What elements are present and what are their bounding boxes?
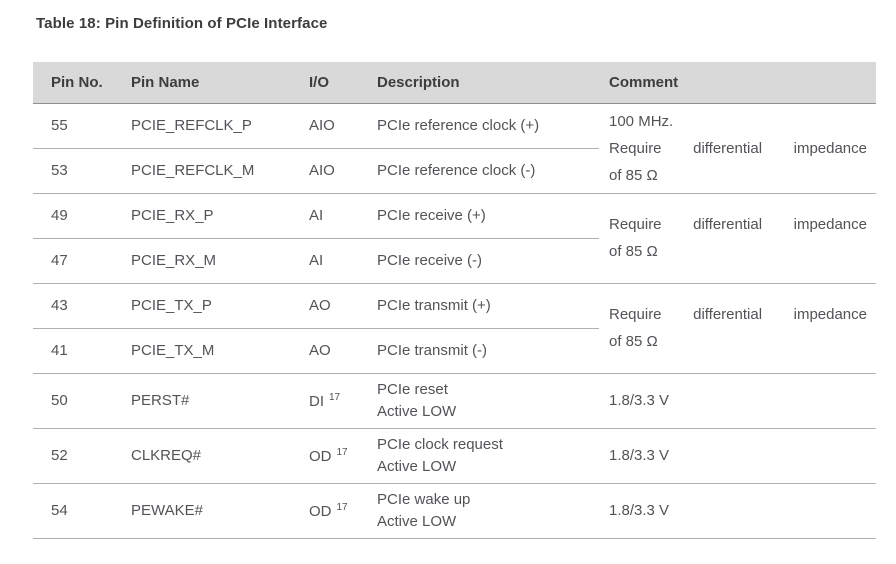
cell-description: PCIe transmit (+): [367, 283, 599, 329]
cell-pin-name: PCIE_REFCLK_P: [121, 103, 299, 149]
column-header-pin-no: Pin No.: [33, 62, 121, 104]
description-line: Active LOW: [377, 512, 457, 530]
description-line: Active LOW: [377, 402, 457, 420]
cell-description: PCIe transmit (-): [367, 328, 599, 374]
column-header-comment: Comment: [599, 62, 876, 104]
cell-pin-name: PCIE_TX_P: [121, 283, 299, 329]
cell-pin: 47: [33, 238, 121, 284]
cell-pin: 49: [33, 193, 121, 239]
footnote-marker: 17: [329, 391, 341, 403]
footnote-marker: 17: [336, 446, 348, 458]
cell-comment-refclk: 100 MHz. Require differential impedance …: [599, 103, 876, 194]
table-row-43: 43 PCIE_TX_P AO PCIe transmit (+) Requir…: [33, 283, 876, 374]
comment-line: of 85 Ω: [609, 166, 658, 184]
table-row-53: 53 PCIE_REFCLK_M AIO PCIe reference cloc…: [33, 148, 876, 194]
cell-pin-name: PCIE_RX_M: [121, 238, 299, 284]
cell-description: PCIe reference clock (-): [367, 148, 599, 194]
cell-description: PCIe reset Active LOW: [367, 373, 599, 429]
io-value: OD: [309, 447, 332, 465]
cell-pin: 41: [33, 328, 121, 374]
cell-io: AO: [299, 283, 367, 329]
table-caption: Table 18: Pin Definition of PCIe Interfa…: [36, 15, 328, 32]
description-line: PCIe clock request: [377, 435, 503, 453]
comment-line: of 85 Ω: [609, 243, 658, 260]
cell-comment: 1.8/3.3 V: [599, 483, 876, 539]
cell-comment-tx: Require differential impedance of 85 Ω: [599, 283, 876, 374]
cell-pin-name: PCIE_REFCLK_M: [121, 148, 299, 194]
io-value: OD: [309, 502, 332, 520]
table-row-50: 50 PERST# DI 17 PCIe reset Active LOW 1.8…: [33, 373, 876, 429]
column-header-io: I/O: [299, 62, 367, 104]
comment-line: 100 MHz.: [609, 112, 674, 130]
cell-pin-name: PEWAKE#: [121, 483, 299, 539]
io-value: DI: [309, 392, 324, 410]
table-row-54: 54 PEWAKE# OD 17 PCIe wake up Active LOW …: [33, 483, 876, 539]
comment-line: of 85 Ω: [609, 333, 658, 350]
cell-io: OD 17: [299, 483, 367, 539]
cell-io: AI: [299, 193, 367, 239]
table-row-52: 52 CLKREQ# OD 17 PCIe clock request Activ…: [33, 428, 876, 484]
header-row: Pin No. Pin Name I/O Description Comment: [33, 62, 876, 104]
cell-pin-name: PCIE_TX_M: [121, 328, 299, 374]
cell-pin-name: PERST#: [121, 373, 299, 429]
cell-description: PCIe clock request Active LOW: [367, 428, 599, 484]
cell-io: DI 17: [299, 373, 367, 429]
cell-io: AIO: [299, 148, 367, 194]
cell-description: PCIe wake up Active LOW: [367, 483, 599, 539]
cell-io: AI: [299, 238, 367, 284]
description-line: Active LOW: [377, 457, 457, 475]
table-row-47: 47 PCIE_RX_M AI PCIe receive (-): [33, 238, 876, 284]
cell-pin: 50: [33, 373, 121, 429]
cell-comment: 1.8/3.3 V: [599, 373, 876, 429]
footnote-marker: 17: [336, 501, 348, 513]
cell-description: PCIe receive (-): [367, 238, 599, 284]
cell-pin: 54: [33, 483, 121, 539]
cell-io: AIO: [299, 103, 367, 149]
description-line: PCIe wake up: [377, 490, 471, 508]
description-line: PCIe reset: [377, 380, 448, 398]
cell-description: PCIe reference clock (+): [367, 103, 599, 149]
cell-comment-rx: Require differential impedance of 85 Ω: [599, 193, 876, 284]
table-row-55: 55 PCIE_REFCLK_P AIO PCIe reference cloc…: [33, 103, 876, 194]
table-row-49: 49 PCIE_RX_P AI PCIe receive (+) Require…: [33, 193, 876, 284]
cell-comment: 1.8/3.3 V: [599, 428, 876, 484]
cell-pin: 55: [33, 103, 121, 149]
cell-pin-name: PCIE_RX_P: [121, 193, 299, 239]
comment-line: Require differential impedance: [609, 216, 867, 233]
column-header-description: Description: [367, 62, 599, 104]
comment-line: Require differential impedance: [609, 306, 867, 323]
table-row-41: 41 PCIE_TX_M AO PCIe transmit (-): [33, 328, 876, 374]
cell-pin: 52: [33, 428, 121, 484]
cell-io: AO: [299, 328, 367, 374]
column-header-pin-name: Pin Name: [121, 62, 299, 104]
cell-pin: 43: [33, 283, 121, 329]
pin-definition-table: Pin No. Pin Name I/O Description Comment…: [33, 62, 876, 539]
cell-io: OD 17: [299, 428, 367, 484]
cell-pin-name: CLKREQ#: [121, 428, 299, 484]
cell-pin: 53: [33, 148, 121, 194]
comment-line: Require differential impedance: [609, 139, 867, 157]
cell-description: PCIe receive (+): [367, 193, 599, 239]
